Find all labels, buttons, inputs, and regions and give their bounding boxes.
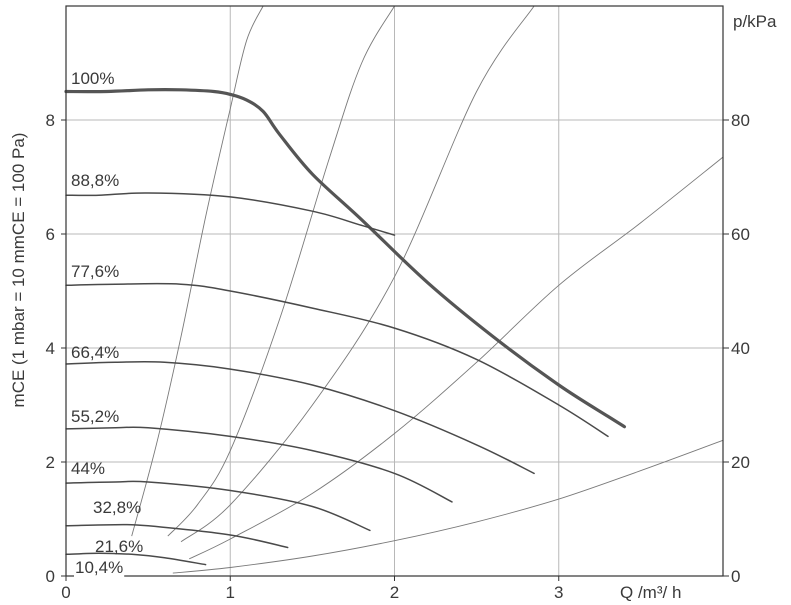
pump-curve	[65, 192, 396, 236]
pump-curve	[65, 360, 535, 475]
y2-tick-label: 20	[731, 453, 750, 472]
x-tick-label: 1	[226, 583, 235, 602]
y-tick-label: 0	[46, 567, 55, 586]
curve-label: 100%	[71, 69, 114, 88]
y-tick-label: 8	[46, 111, 55, 130]
pump-curve	[64, 87, 626, 429]
pump-curve	[65, 282, 609, 438]
y2-tick-label: 60	[731, 225, 750, 244]
x-tick-label: 3	[554, 583, 563, 602]
y2-tick-label: 80	[731, 111, 750, 130]
y-tick-label: 4	[46, 339, 55, 358]
curve-label: 55,2%	[71, 407, 119, 426]
y2-axis-title: p/kPa	[733, 12, 777, 31]
y2-tick-label: 40	[731, 339, 750, 358]
curve-label: 32,8%	[93, 498, 141, 517]
y2-tick-label: 0	[731, 567, 740, 586]
label-backing	[74, 558, 125, 577]
y-tick-label: 2	[46, 453, 55, 472]
system-curve	[131, 5, 264, 537]
pump-curve	[65, 480, 371, 532]
y-axis-title: mCE (1 mbar = 10 mmCE = 100 Pa)	[9, 133, 28, 408]
curve-label: 21,6%	[95, 537, 143, 556]
pump-curve	[65, 523, 289, 549]
system-curve	[167, 5, 395, 537]
x-tick-label: 2	[390, 583, 399, 602]
system-curve	[180, 5, 535, 543]
pump-curve	[65, 552, 207, 566]
curve-label: 44%	[71, 459, 105, 478]
system-curve	[189, 156, 724, 560]
curve-label: 88,8%	[71, 171, 119, 190]
curve-label: 66,4%	[71, 343, 119, 362]
pump-curve	[65, 426, 453, 503]
system-curve	[172, 439, 724, 574]
x-axis-title: Q /m³/ h	[620, 583, 681, 602]
x-tick-label: 0	[61, 583, 70, 602]
curve-label: 10,4%	[75, 558, 123, 577]
curve-label: 77,6%	[71, 262, 119, 281]
y-tick-label: 6	[46, 225, 55, 244]
